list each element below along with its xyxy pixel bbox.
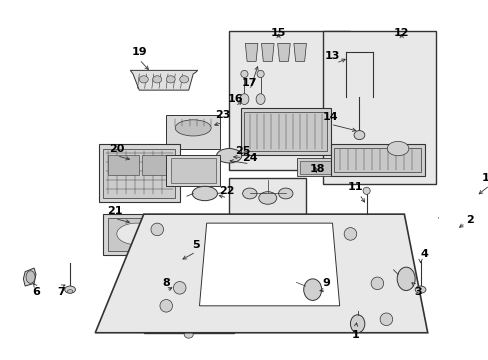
Bar: [108, 155, 139, 175]
Text: 22: 22: [219, 186, 235, 196]
Ellipse shape: [184, 331, 193, 338]
Bar: [152, 292, 215, 320]
Bar: [166, 115, 220, 149]
Text: 9: 9: [322, 278, 329, 288]
Ellipse shape: [180, 76, 188, 83]
Ellipse shape: [344, 228, 356, 240]
Ellipse shape: [370, 277, 383, 290]
Text: 17: 17: [242, 78, 257, 88]
Bar: [240, 108, 330, 155]
Bar: [330, 144, 424, 176]
Ellipse shape: [278, 188, 292, 199]
Ellipse shape: [442, 217, 460, 242]
Ellipse shape: [173, 282, 185, 294]
Ellipse shape: [175, 120, 211, 136]
Ellipse shape: [152, 76, 162, 83]
Polygon shape: [277, 44, 290, 62]
Ellipse shape: [151, 223, 163, 236]
Text: 3: 3: [413, 287, 421, 297]
Ellipse shape: [379, 313, 392, 325]
Polygon shape: [23, 268, 36, 286]
Text: 16: 16: [227, 94, 243, 104]
Bar: [229, 31, 350, 170]
Text: 15: 15: [270, 28, 285, 38]
Text: 19: 19: [131, 48, 147, 57]
Text: 8: 8: [162, 278, 170, 288]
Text: 1: 1: [351, 329, 359, 339]
Ellipse shape: [350, 315, 364, 333]
Ellipse shape: [160, 300, 172, 312]
Polygon shape: [293, 44, 306, 62]
Ellipse shape: [362, 187, 369, 194]
Ellipse shape: [303, 279, 321, 300]
Bar: [170, 158, 215, 183]
Bar: [103, 149, 175, 198]
Text: 2: 2: [465, 215, 473, 225]
Text: 7: 7: [57, 287, 65, 297]
Polygon shape: [95, 214, 427, 333]
Bar: [334, 148, 421, 172]
Polygon shape: [130, 70, 197, 90]
Text: 21: 21: [107, 206, 122, 216]
Text: 12: 12: [393, 28, 408, 38]
Ellipse shape: [353, 131, 364, 140]
Text: 5: 5: [192, 240, 199, 250]
Ellipse shape: [64, 286, 75, 293]
Ellipse shape: [26, 271, 35, 283]
Ellipse shape: [386, 141, 408, 156]
Polygon shape: [261, 44, 273, 62]
Text: 23: 23: [215, 110, 230, 120]
Ellipse shape: [166, 76, 175, 83]
Bar: [142, 155, 173, 175]
Ellipse shape: [258, 192, 276, 204]
Ellipse shape: [192, 186, 217, 201]
Text: 24: 24: [242, 153, 257, 162]
Bar: [323, 31, 435, 184]
Ellipse shape: [117, 223, 156, 245]
Bar: [148, 288, 220, 324]
Bar: [244, 112, 326, 151]
Bar: [143, 243, 233, 333]
Bar: [161, 266, 194, 279]
Text: 14: 14: [322, 112, 338, 122]
Bar: [103, 214, 170, 255]
Bar: [296, 158, 334, 176]
Bar: [99, 144, 180, 202]
Bar: [300, 161, 330, 174]
Ellipse shape: [414, 286, 425, 293]
Polygon shape: [199, 223, 339, 306]
Ellipse shape: [257, 70, 264, 77]
Ellipse shape: [172, 247, 180, 254]
Text: 6: 6: [32, 287, 40, 297]
Bar: [108, 218, 166, 251]
Text: 10: 10: [481, 173, 488, 183]
Ellipse shape: [216, 149, 241, 163]
Ellipse shape: [67, 290, 73, 293]
Text: 20: 20: [109, 144, 124, 154]
Bar: [166, 155, 220, 186]
Bar: [157, 263, 197, 283]
Text: 25: 25: [234, 146, 250, 156]
Polygon shape: [245, 44, 257, 62]
Bar: [229, 178, 305, 219]
Text: 13: 13: [324, 51, 340, 61]
Ellipse shape: [256, 94, 264, 104]
Text: 11: 11: [346, 182, 362, 192]
Ellipse shape: [240, 94, 248, 104]
Text: 18: 18: [309, 164, 325, 174]
Ellipse shape: [240, 70, 247, 77]
Ellipse shape: [139, 76, 148, 83]
Ellipse shape: [396, 267, 414, 291]
Ellipse shape: [242, 188, 257, 199]
Ellipse shape: [307, 282, 320, 294]
Text: 4: 4: [419, 249, 427, 259]
